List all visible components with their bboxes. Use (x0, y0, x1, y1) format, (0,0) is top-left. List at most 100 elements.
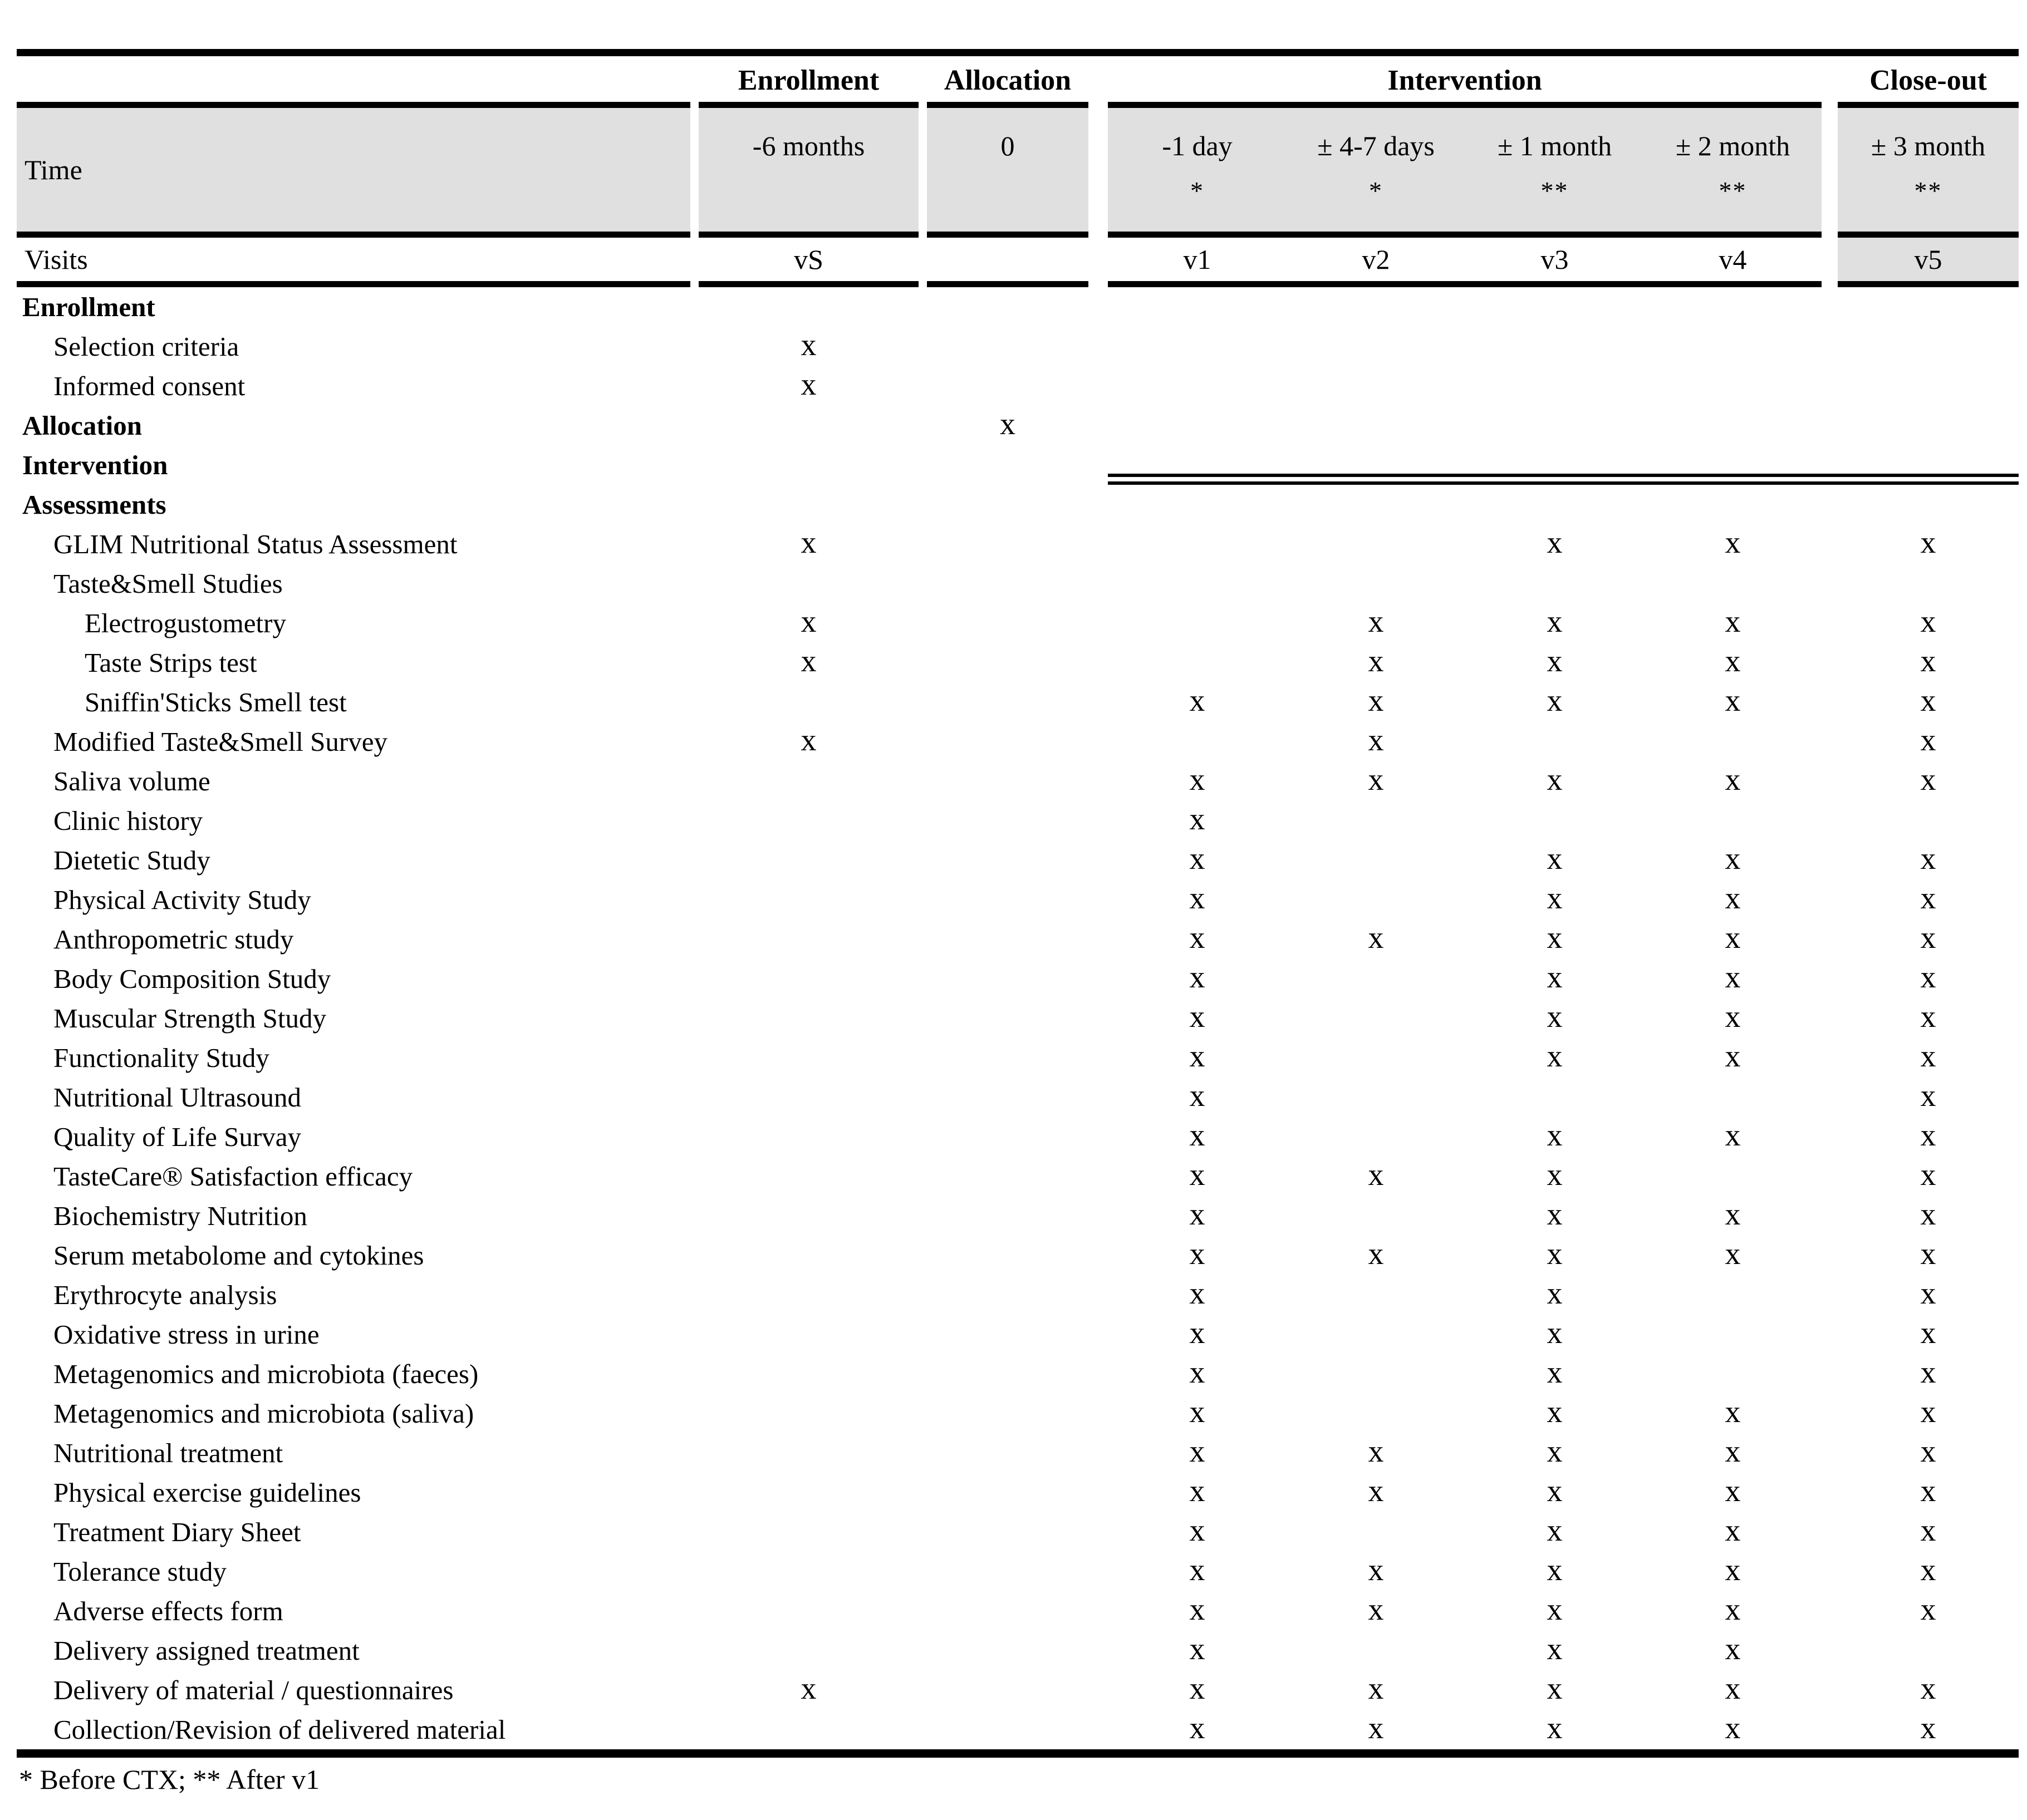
mark-cell: x (801, 723, 817, 757)
mark-cell: x (1189, 842, 1205, 876)
visit-cell-vS: vS (794, 244, 823, 275)
rule-under-visits-row (17, 281, 2019, 287)
mark-cell: x (1189, 1079, 1205, 1113)
visits-row-label: Visits (24, 244, 88, 275)
table-row: Delivery of material / questionnaires x x x… (17, 1670, 2019, 1710)
table-row: Collection/Revision of delivered materia… (17, 1710, 2019, 1749)
time-value: ± 4-7 days (1317, 130, 1435, 161)
table-row: Physical Activity Study x x x x (17, 880, 2019, 919)
mark-cell: x (1920, 1434, 1936, 1469)
mark-cell: x (1547, 842, 1563, 876)
table-row: Clinic history x (17, 801, 2019, 840)
mark-cell: x (1920, 1158, 1936, 1192)
visit-cell-allocation (927, 238, 1088, 281)
row-label: Taste&Smell Studies (53, 568, 283, 599)
mark-cell: x (1920, 1118, 1936, 1153)
row-label: Metagenomics and microbiota (faeces) (53, 1359, 479, 1389)
row-label: Delivery of material / questionnaires (53, 1675, 454, 1705)
time-cell-v1: -1 day * (1108, 108, 1287, 232)
table-row: Metagenomics and microbiota (faeces) x x x (17, 1354, 2019, 1394)
table-row: Nutritional Ultrasound x x (17, 1078, 2019, 1117)
mark-cell: x (1189, 1474, 1205, 1508)
mark-cell: x (1189, 683, 1205, 718)
mark-cell: x (1547, 683, 1563, 718)
row-label: Selection criteria (53, 331, 239, 362)
mark-cell: x (1920, 1474, 1936, 1508)
mark-cell: x (1189, 1395, 1205, 1429)
mark-cell: x (1725, 763, 1741, 797)
mark-cell: x (1547, 1474, 1563, 1508)
mark-cell: x (1368, 604, 1384, 639)
mark-cell: x (1920, 1592, 1936, 1627)
time-cell-v4: ± 2 month ** (1644, 108, 1822, 232)
row-label: Serum metabolome and cytokines (53, 1240, 424, 1271)
table-row: Intervention (17, 445, 2019, 485)
row-label: Body Composition Study (53, 963, 331, 994)
table-row: Treatment Diary Sheet x x x x (17, 1512, 2019, 1552)
row-label: Collection/Revision of delivered materia… (53, 1714, 506, 1745)
mark-cell: x (1368, 1158, 1384, 1192)
row-label: Delivery assigned treatment (53, 1635, 360, 1666)
mark-cell: x (1547, 1158, 1563, 1192)
time-row-label: Time (17, 108, 690, 232)
mark-cell: x (1368, 1711, 1384, 1745)
mark-cell: x (1920, 1513, 1936, 1548)
table-row: Saliva volume x x x x x (17, 761, 2019, 801)
time-cell-enrollment: -6 months (699, 108, 919, 232)
table-row: Biochemistry Nutrition x x x x (17, 1196, 2019, 1236)
time-footnote-marker: ** (1540, 176, 1569, 205)
mark-cell: x (1547, 1592, 1563, 1627)
mark-cell: x (1725, 1592, 1741, 1627)
mark-cell: x (1189, 1276, 1205, 1311)
table-row: Muscular Strength Study x x x x (17, 998, 2019, 1038)
row-label: Quality of Life Survay (53, 1121, 301, 1152)
mark-cell: x (1189, 763, 1205, 797)
mark-cell: x (1189, 1434, 1205, 1469)
table-row: Enrollment (17, 287, 2019, 327)
group-label-allocation: Allocation (944, 65, 1072, 96)
table-row: GLIM Nutritional Status Assessment x x x x (17, 524, 2019, 564)
mark-cell: x (1920, 604, 1936, 639)
table-row: Allocation x (17, 406, 2019, 445)
mark-cell: x (1547, 960, 1563, 995)
row-label: Electrogustometry (85, 608, 286, 638)
intervention-section-divider-line (1108, 474, 2019, 485)
table-row: Serum metabolome and cytokines x x x x x (17, 1236, 2019, 1275)
visit-cell-v4: v4 (1719, 244, 1747, 275)
mark-cell: x (1547, 644, 1563, 678)
mark-cell: x (1920, 1711, 1936, 1745)
mark-cell: x (1920, 525, 1936, 560)
mark-cell: x (1189, 1513, 1205, 1548)
mark-cell: x (1547, 604, 1563, 639)
mark-cell: x (1368, 1237, 1384, 1271)
time-cell-v2: ± 4-7 days * (1287, 108, 1465, 232)
mark-cell: x (1920, 1553, 1936, 1587)
footnote: * Before CTX; ** After v1 (19, 1764, 320, 1795)
mark-cell: x (1368, 1671, 1384, 1706)
row-label: Sniffin'Sticks Smell test (85, 687, 347, 717)
mark-cell: x (1725, 1237, 1741, 1271)
table-row: Body Composition Study x x x x (17, 959, 2019, 998)
time-footnote-marker: ** (1914, 176, 1942, 205)
mark-cell: x (1189, 921, 1205, 955)
row-label: Functionality Study (53, 1042, 269, 1073)
mark-cell: x (1189, 1711, 1205, 1745)
table-row: Adverse effects form x x x x x (17, 1591, 2019, 1631)
mark-cell: x (1725, 1553, 1741, 1587)
time-cells-intervention: -1 day * ± 4-7 days * ± 1 month ** ± 2 m… (1108, 108, 1822, 232)
mark-cell: x (1920, 1276, 1936, 1311)
time-footnote-marker: * (1190, 176, 1204, 205)
table-row: Metagenomics and microbiota (saliva) x x x x (17, 1394, 2019, 1433)
mark-cell: x (1189, 1671, 1205, 1706)
mark-cell: x (1920, 960, 1936, 995)
table-row: Functionality Study x x x x (17, 1038, 2019, 1078)
mark-cell: x (1725, 1039, 1741, 1074)
mark-cell: x (1547, 1276, 1563, 1311)
mark-cell: x (801, 604, 817, 639)
mark-cell: x (1920, 842, 1936, 876)
mark-cell: x (1189, 1592, 1205, 1627)
mark-cell: x (1368, 1434, 1384, 1469)
table-row: TasteCare® Satisfaction efficacy x x x x (17, 1157, 2019, 1196)
mark-cell: x (1725, 881, 1741, 916)
mark-cell: x (1920, 683, 1936, 718)
